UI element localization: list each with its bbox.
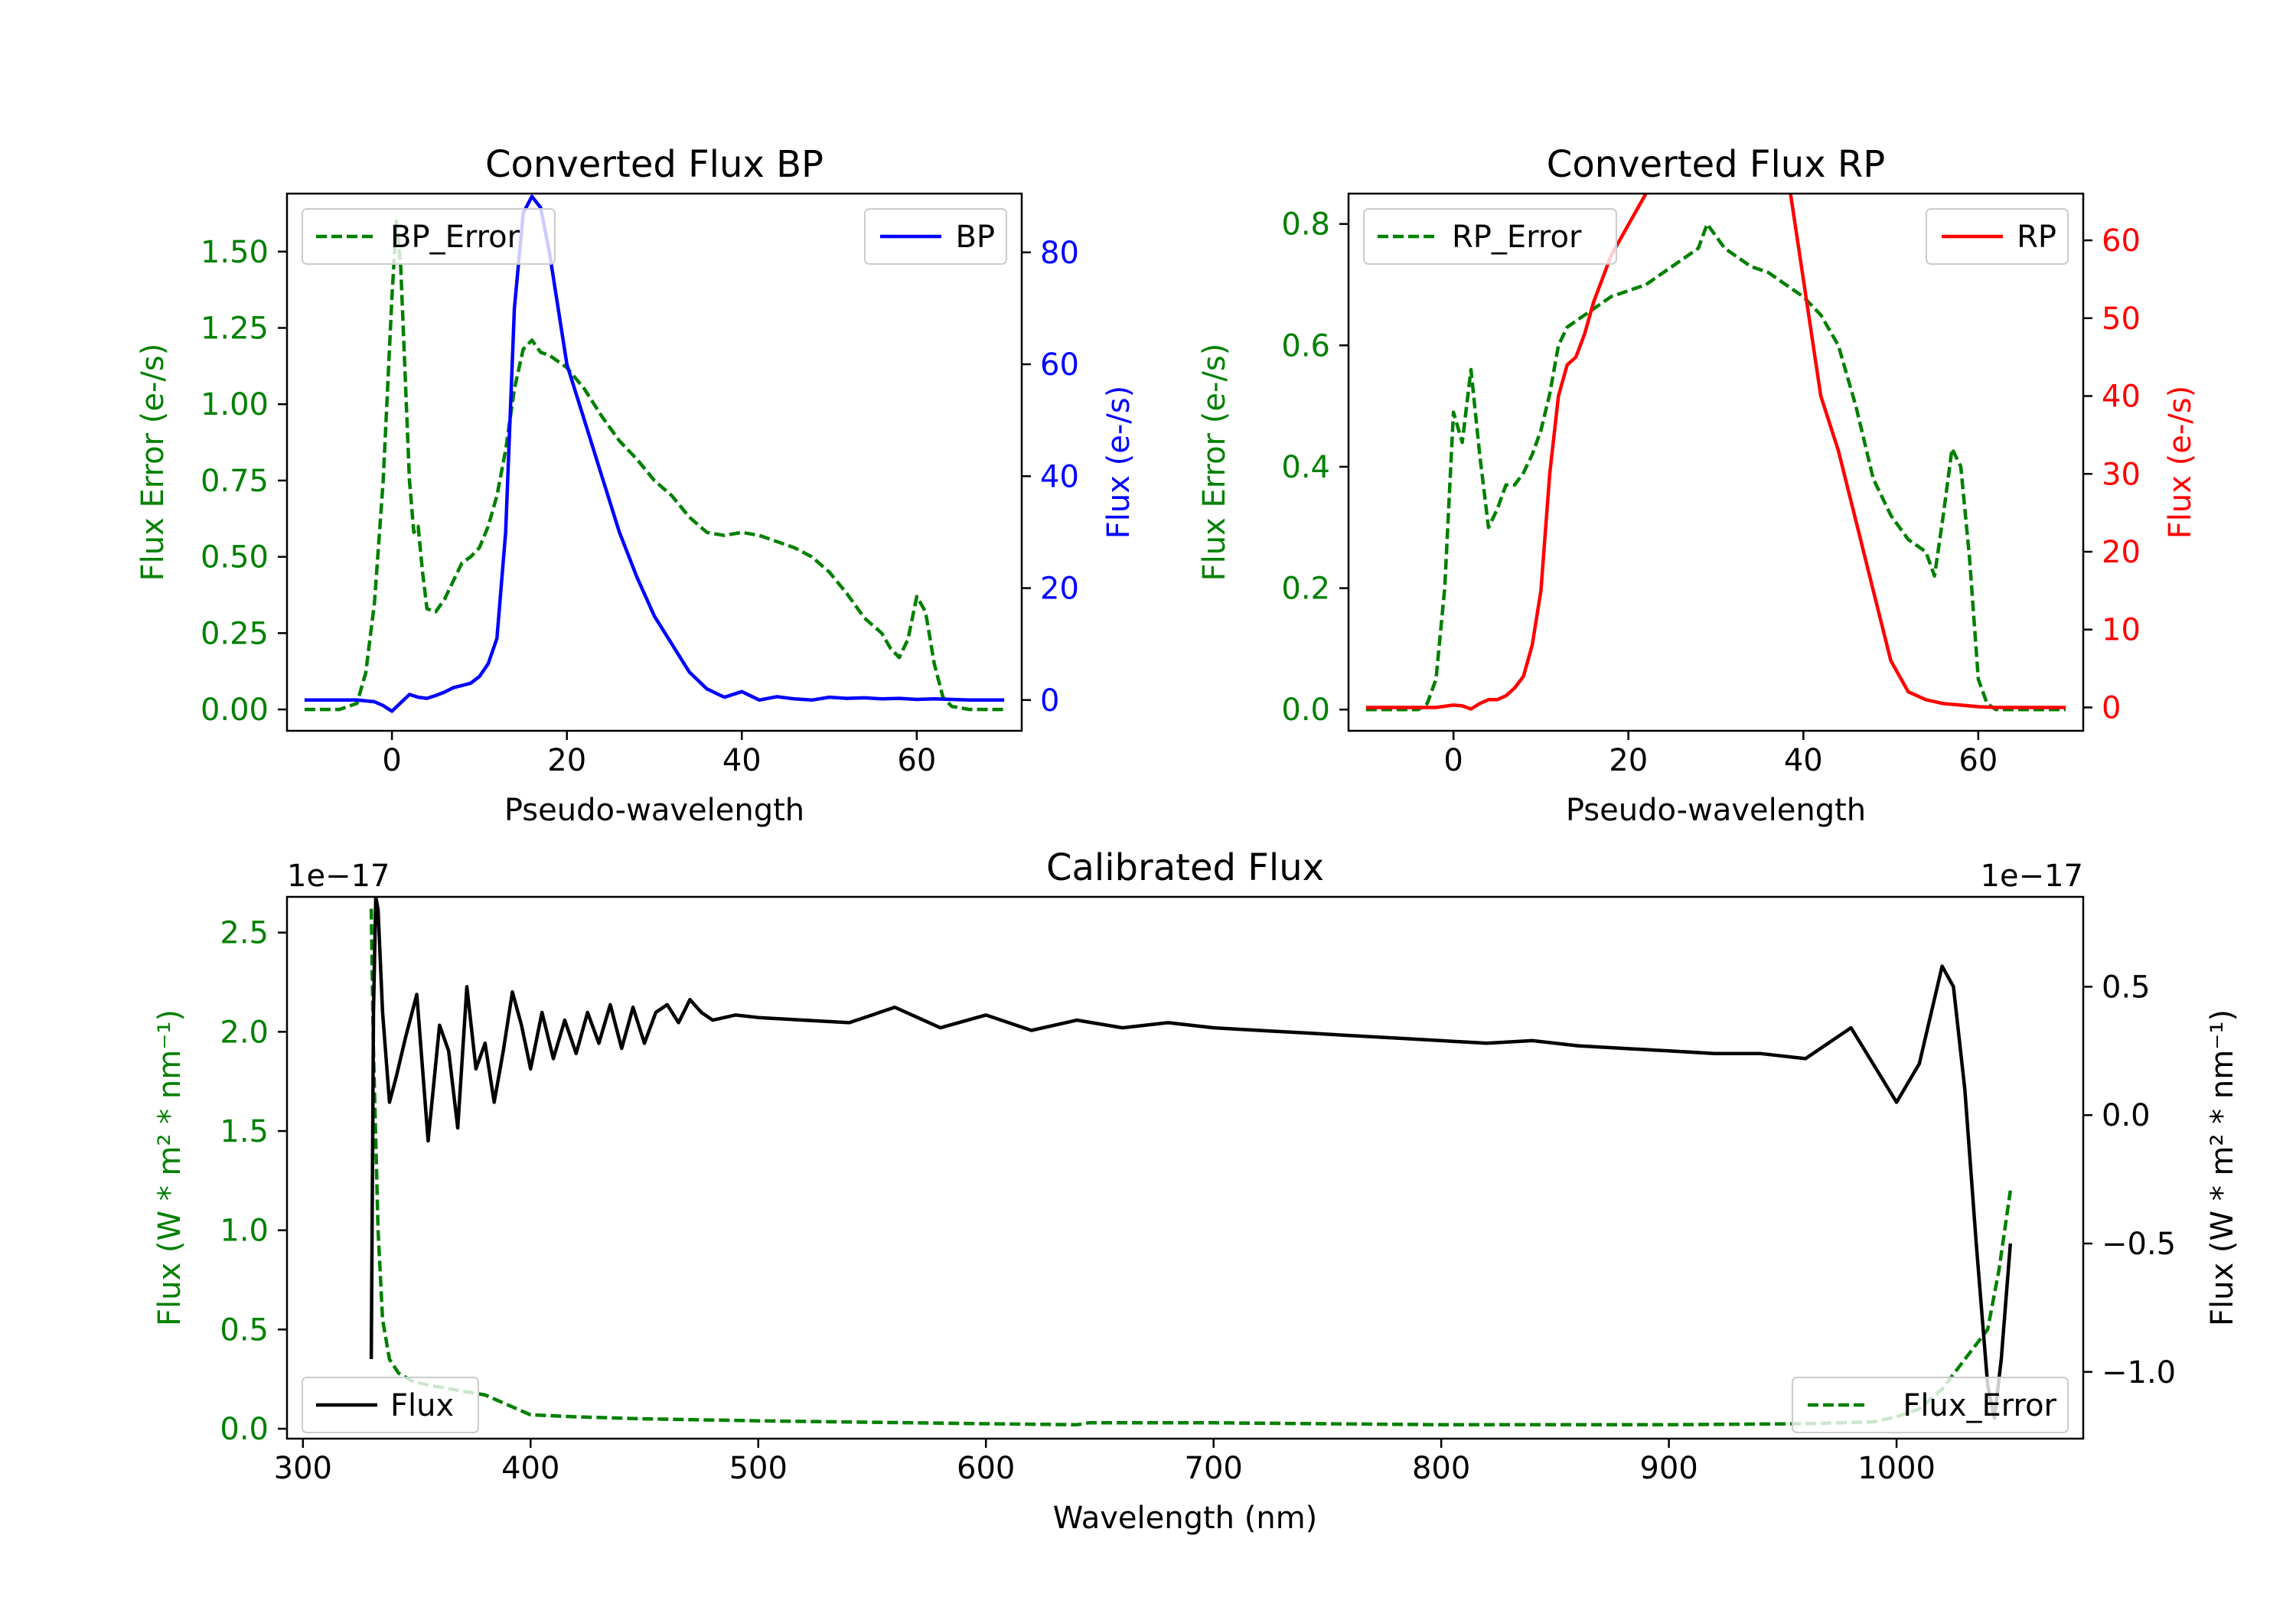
y-left-axis-label: Flux Error (e-/s) — [135, 344, 171, 582]
y-left-axis-label: Flux Error (e-/s) — [1197, 344, 1232, 582]
series-line-rp-error — [1365, 222, 2066, 712]
legend-right-label: Flux_Error — [1903, 1388, 2056, 1423]
series-layer — [304, 194, 1005, 713]
y-left-tick-label: 0.50 — [201, 540, 269, 575]
y-left-axis-label: Flux (W * m² * nm⁻¹) — [152, 1009, 188, 1326]
y-right-tick-label: 60 — [2102, 223, 2141, 259]
chart-title: Calibrated Flux — [1046, 846, 1324, 889]
legend-left-label: BP_Error — [390, 220, 520, 255]
y-right-tick-label: 0.0 — [2102, 1098, 2151, 1133]
y-left-tick-label: 0.00 — [201, 693, 269, 728]
y-right-axis-label: Flux (e-/s) — [1101, 386, 1137, 539]
x-tick-label: 40 — [1784, 743, 1823, 778]
series-layer — [1365, 194, 2066, 712]
x-tick-label: 400 — [501, 1451, 559, 1486]
x-tick-label: 60 — [1958, 743, 1998, 778]
y-left-tick-label: 2.5 — [220, 916, 269, 951]
legend-right-label: BP — [955, 220, 995, 255]
y-right-tick-label: 0 — [2102, 690, 2121, 725]
y-right-tick-label: −0.5 — [2102, 1227, 2176, 1262]
x-tick-label: 60 — [897, 743, 936, 778]
chart-title: Converted Flux BP — [485, 143, 823, 186]
series-line-bp-error — [304, 219, 1005, 712]
y-left-tick-label: 1.0 — [220, 1214, 269, 1249]
x-axis-label: Pseudo-wavelength — [1566, 793, 1866, 828]
y-right-tick-label: 40 — [1040, 459, 1079, 494]
axes-frame — [285, 192, 1023, 732]
legend-left-box — [302, 208, 556, 265]
y-right-tick-label: −1.0 — [2102, 1355, 2176, 1390]
y-left-tick-label: 0.6 — [1281, 328, 1330, 363]
x-tick-label: 20 — [547, 743, 586, 778]
legend-left-label: Flux — [390, 1388, 454, 1423]
x-tick-label: 20 — [1609, 743, 1648, 778]
y-right-tick-label: 60 — [1040, 347, 1079, 383]
y-right-axis-label: Flux (e-/s) — [2163, 386, 2198, 539]
y-left-offset-label: 1e−17 — [287, 859, 390, 894]
y-right-offset-label: 1e−17 — [1981, 859, 2083, 894]
y-right-tick-label: 30 — [2102, 457, 2141, 492]
y-right-tick-label: 80 — [1040, 236, 1079, 271]
series-layer — [369, 897, 2013, 1427]
y-right-tick-label: 10 — [2102, 613, 2141, 648]
x-tick-label: 800 — [1412, 1451, 1470, 1486]
y-left-tick-label: 0.4 — [1281, 450, 1330, 485]
legend-right-label: RP — [2017, 220, 2056, 255]
axes-frame — [1347, 192, 2085, 732]
x-tick-label: 700 — [1185, 1451, 1243, 1486]
y-right-tick-label: 20 — [2102, 535, 2141, 570]
y-right-tick-label: 50 — [2102, 302, 2141, 337]
chart-title: Converted Flux RP — [1547, 143, 1885, 186]
y-left-tick-label: 0.5 — [220, 1312, 269, 1348]
x-tick-label: 900 — [1639, 1451, 1698, 1486]
axes-frame — [285, 895, 2085, 1440]
y-left-tick-label: 0.75 — [201, 464, 269, 499]
x-tick-label: 40 — [722, 743, 762, 778]
legend-left-box — [1363, 208, 1617, 265]
y-left-tick-label: 0.0 — [220, 1412, 269, 1447]
series-line-flux-error — [369, 908, 2013, 1427]
x-tick-label: 0 — [1443, 743, 1463, 778]
y-left-tick-label: 1.5 — [220, 1114, 269, 1149]
x-tick-label: 0 — [382, 743, 401, 778]
legend-left-label: RP_Error — [1452, 220, 1582, 255]
y-left-tick-label: 2.0 — [220, 1015, 269, 1050]
x-tick-label: 1000 — [1857, 1451, 1936, 1486]
chart-2: 0 20 40 60 0.0 0.2 0.4 0.6 0.8 0 10 20 30 40 50 60 Conve… — [1197, 143, 2198, 828]
series-line-bp — [304, 194, 1005, 713]
x-axis-label: Pseudo-wavelength — [504, 793, 804, 828]
x-axis-label: Wavelength (nm) — [1053, 1501, 1318, 1536]
y-right-tick-label: 0.5 — [2102, 970, 2151, 1005]
chart-1: 0 20 40 60 0.00 0.25 0.50 0.75 1.00 1.25 1.50 0 20 40… — [135, 143, 1137, 828]
y-left-tick-label: 1.50 — [201, 235, 269, 270]
y-left-tick-label: 0.25 — [201, 616, 269, 651]
y-right-axis-label: Flux (W * m² * nm⁻¹) — [2205, 1009, 2240, 1326]
y-left-tick-label: 1.25 — [201, 311, 269, 347]
chart-3: 300 400 500 600 700 800 900 1000 0.0 0.5 1.0 1.5 2.0… — [152, 846, 2240, 1536]
series-line-rp — [1365, 194, 2066, 711]
x-tick-label: 600 — [957, 1451, 1015, 1486]
y-left-tick-label: 0.2 — [1281, 572, 1330, 607]
y-left-tick-label: 0.8 — [1281, 207, 1330, 243]
series-line-flux — [369, 897, 2013, 1420]
y-left-tick-label: 1.00 — [201, 387, 269, 422]
y-right-tick-label: 40 — [2102, 380, 2141, 415]
y-right-tick-label: 0 — [1040, 683, 1059, 719]
x-tick-label: 500 — [729, 1451, 788, 1486]
plots-layer: 0 20 40 600.000.250.500.751.001.251.5002040… — [135, 143, 2240, 1536]
legend-right-box — [1792, 1377, 2069, 1433]
y-left-tick-label: 0.0 — [1281, 693, 1330, 728]
x-tick-label: 300 — [274, 1451, 332, 1486]
y-right-tick-label: 20 — [1040, 572, 1079, 607]
legend-left-box — [302, 1377, 479, 1433]
